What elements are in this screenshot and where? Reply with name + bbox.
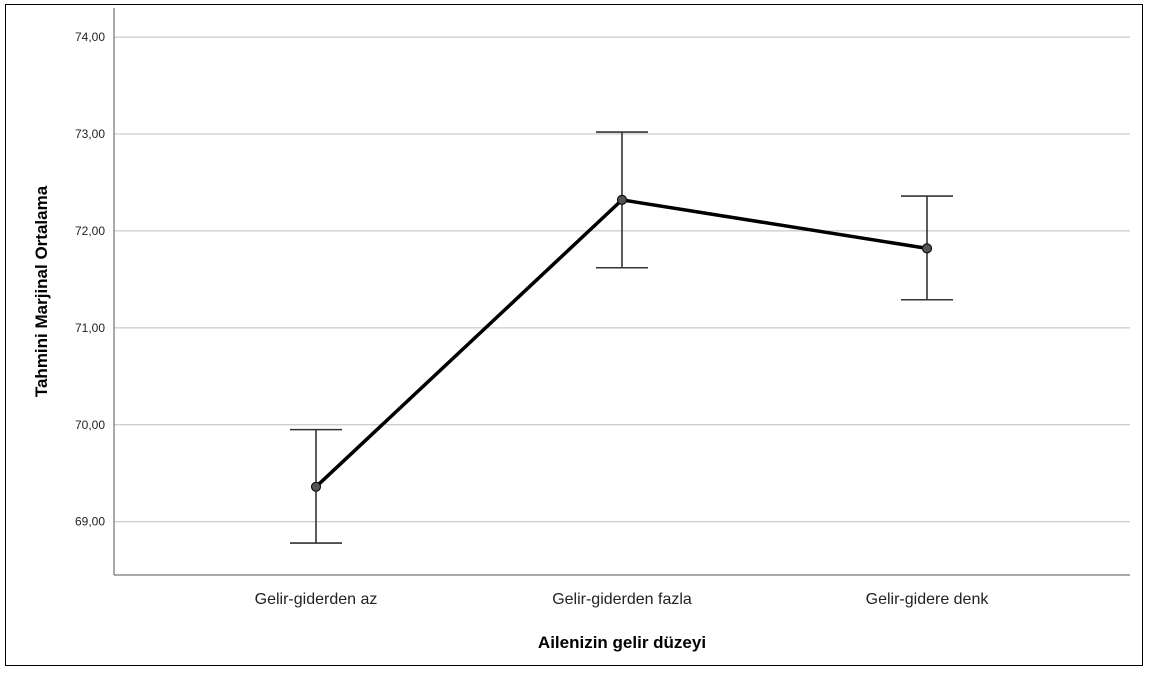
x-category-label: Gelir-giderden az <box>255 591 378 608</box>
y-tick-label: 74,00 <box>75 30 105 44</box>
y-tick-label: 72,00 <box>75 224 105 238</box>
data-point <box>921 243 933 254</box>
grid-lines <box>114 36 1130 523</box>
x-axis-title: Ailenizin gelir düzeyi <box>538 633 706 652</box>
x-category-label: Gelir-giderden fazla <box>552 591 692 608</box>
y-tick-labels: 69,00 70,00 71,00 72,00 73,00 74,00 <box>75 30 105 529</box>
data-points <box>310 194 933 492</box>
data-point <box>616 194 628 206</box>
x-category-labels: Gelir-giderden az Gelir-giderden fazla Gel… <box>255 591 990 608</box>
y-tick-label: 73,00 <box>75 127 105 141</box>
data-point <box>310 481 322 492</box>
x-category-label: Gelir-gidere denk <box>866 591 990 608</box>
y-tick-label: 71,00 <box>75 321 105 335</box>
error-bars <box>290 131 953 544</box>
chart-frame <box>5 4 1143 666</box>
y-axis-title: Tahmini Marjinal Ortalama <box>32 185 51 397</box>
y-tick-label: 69,00 <box>75 515 105 529</box>
y-tick-label: 70,00 <box>75 418 105 432</box>
